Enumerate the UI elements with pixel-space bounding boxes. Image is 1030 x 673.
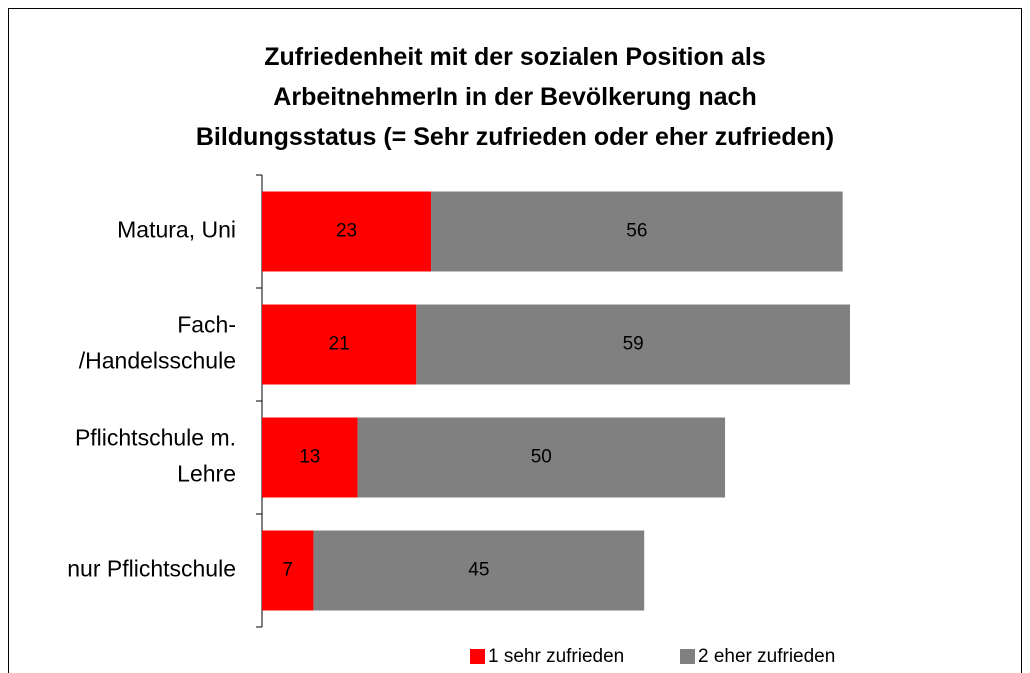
value-label: 13 (299, 447, 320, 468)
value-label: 7 (282, 560, 293, 581)
chart-title: Zufriedenheit mit der sozialen Position … (196, 43, 834, 151)
bar-segment (313, 530, 645, 611)
legend-swatch (680, 649, 695, 664)
category-label: Pflichtschule m. Lehre (75, 425, 236, 487)
chart-frame (8, 8, 1022, 673)
bar-segment (262, 191, 432, 272)
bar-segment (262, 304, 417, 385)
category-label: Fach-/Handelsschule (79, 312, 236, 374)
bar-segment (262, 417, 358, 498)
bar-segment (431, 191, 843, 272)
bar-segment (262, 530, 314, 611)
category-label: Matura, Uni (117, 217, 236, 243)
value-label: 59 (623, 334, 644, 355)
value-label: 56 (626, 221, 647, 242)
value-label: 50 (531, 447, 552, 468)
bar-segment (357, 417, 726, 498)
value-label: 45 (468, 560, 489, 581)
value-label: 23 (336, 221, 357, 242)
bar-segment (416, 304, 850, 385)
legend-label: 2 eher zufrieden (698, 646, 835, 667)
value-label: 21 (329, 334, 350, 355)
legend-label: 1 sehr zufrieden (488, 646, 624, 667)
legend-swatch (470, 649, 485, 664)
category-label: nur Pflichtschule (67, 556, 236, 582)
